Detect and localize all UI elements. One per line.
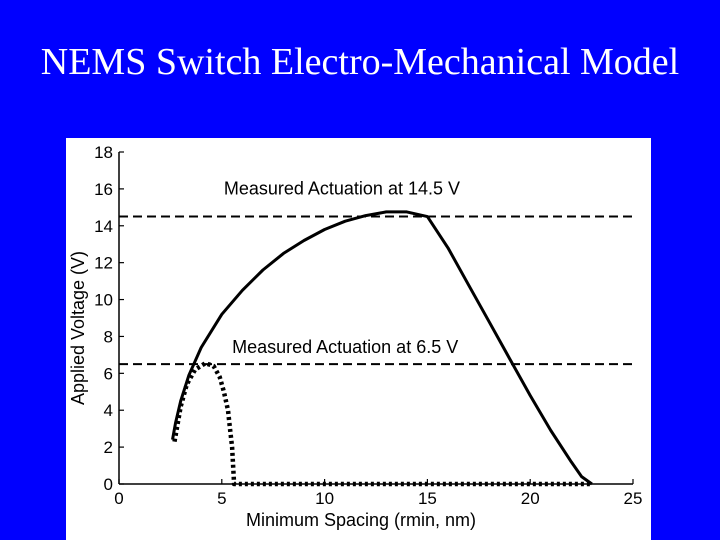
y-tick-label: 16 xyxy=(94,180,113,199)
x-tick-label: 20 xyxy=(521,489,540,508)
y-tick-label: 0 xyxy=(104,475,113,494)
x-tick-label: 0 xyxy=(114,489,123,508)
x-tick-label: 10 xyxy=(315,489,334,508)
slide-title: NEMS Switch Electro-Mechanical Model xyxy=(40,41,680,83)
chart-panel: 0 2 4 6 8 10 12 14 16 18 0 5 10 15 20 25 Minimum Spacing… xyxy=(66,138,651,540)
y-tick-label: 12 xyxy=(94,254,113,273)
reference-annotation-1: Measured Actuation at 14.5 V xyxy=(224,178,460,198)
y-tick-label: 4 xyxy=(104,401,113,420)
reference-annotation-2: Measured Actuation at 6.5 V xyxy=(232,337,458,357)
y-tick-label: 8 xyxy=(104,327,113,346)
y-tick-label: 2 xyxy=(104,438,113,457)
x-tick-label: 5 xyxy=(217,489,226,508)
y-tick-label: 18 xyxy=(94,143,113,162)
x-axis-label: Minimum Spacing (rmin, nm) xyxy=(246,510,476,530)
x-tick-label: 15 xyxy=(418,489,437,508)
y-tick-label: 10 xyxy=(94,291,113,310)
series-line-1 xyxy=(171,210,593,486)
y-tick-label: 6 xyxy=(104,364,113,383)
x-tick-label: 25 xyxy=(624,489,643,508)
y-tick-label: 14 xyxy=(94,217,113,236)
line-chart: 0 2 4 6 8 10 12 14 16 18 0 5 10 15 20 25 Minimum Spacing… xyxy=(68,143,643,530)
series-line-2 xyxy=(172,360,592,487)
y-axis-label: Applied Voltage (V) xyxy=(68,251,88,405)
